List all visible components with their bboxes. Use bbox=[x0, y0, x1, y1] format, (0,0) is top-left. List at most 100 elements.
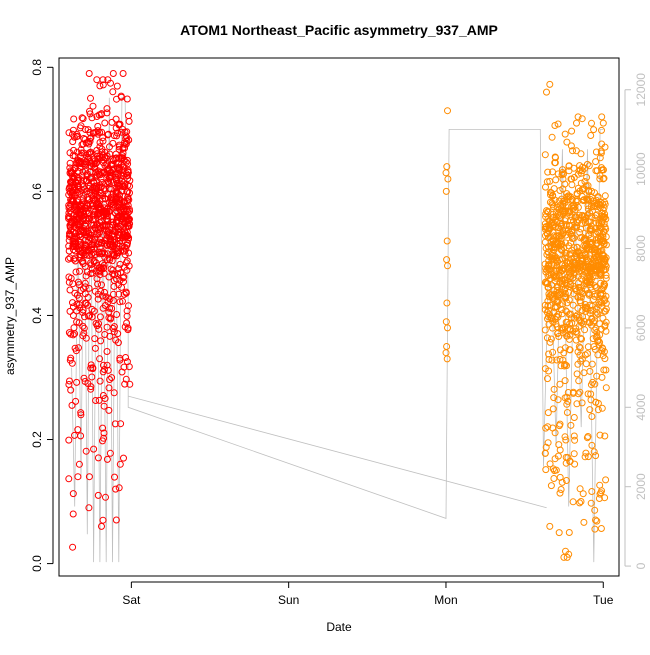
data-point bbox=[99, 516, 107, 524]
data-point bbox=[110, 290, 117, 298]
data-point bbox=[103, 105, 111, 113]
data-point bbox=[597, 298, 605, 306]
data-point bbox=[597, 325, 605, 333]
data-point bbox=[549, 405, 557, 413]
data-point bbox=[71, 164, 79, 172]
data-point bbox=[93, 146, 101, 154]
data-point bbox=[99, 134, 107, 142]
data-point bbox=[110, 328, 118, 336]
data-point bbox=[108, 199, 115, 207]
data-point bbox=[563, 138, 571, 146]
data-point bbox=[444, 175, 452, 183]
data-point bbox=[597, 525, 605, 532]
data-point bbox=[578, 335, 585, 343]
data-point bbox=[82, 447, 90, 455]
data-point bbox=[95, 170, 103, 178]
data-point bbox=[111, 271, 119, 279]
data-point bbox=[577, 498, 585, 505]
data-point bbox=[73, 130, 81, 138]
data-point bbox=[557, 221, 565, 228]
data-point bbox=[71, 344, 79, 352]
data-point bbox=[548, 199, 556, 207]
data-point bbox=[104, 131, 112, 139]
data-point bbox=[562, 436, 570, 444]
data-point bbox=[126, 380, 134, 388]
data-point bbox=[577, 275, 585, 283]
data-point bbox=[125, 205, 133, 213]
data-point bbox=[80, 135, 88, 142]
data-point bbox=[546, 80, 554, 88]
data-point bbox=[572, 213, 579, 221]
data-point bbox=[72, 159, 80, 167]
data-point bbox=[579, 490, 587, 498]
data-point bbox=[97, 337, 105, 345]
data-point bbox=[561, 180, 569, 188]
data-point bbox=[74, 473, 82, 481]
data-point bbox=[444, 262, 451, 270]
data-point bbox=[73, 189, 81, 197]
data-point bbox=[98, 522, 105, 530]
data-point bbox=[551, 429, 559, 437]
data-point bbox=[85, 504, 93, 512]
data-point bbox=[67, 217, 75, 225]
data-point bbox=[584, 202, 592, 210]
data-point bbox=[110, 252, 118, 260]
data-point bbox=[108, 118, 116, 126]
data-point bbox=[71, 217, 79, 225]
data-point bbox=[549, 318, 557, 326]
data-point bbox=[65, 381, 73, 388]
secondary-y-tick-label: 2000 bbox=[634, 473, 648, 500]
data-point bbox=[118, 368, 126, 376]
data-point bbox=[95, 248, 103, 256]
data-point bbox=[557, 268, 564, 276]
data-point bbox=[122, 213, 130, 221]
data-point bbox=[91, 210, 99, 218]
data-point bbox=[586, 367, 594, 375]
data-point bbox=[77, 146, 85, 154]
data-point bbox=[121, 198, 128, 206]
data-point bbox=[590, 296, 597, 303]
data-point bbox=[555, 333, 563, 340]
data-point bbox=[595, 253, 603, 261]
data-point bbox=[69, 246, 77, 254]
secondary-y-tick-label: 4000 bbox=[634, 394, 648, 421]
data-point bbox=[443, 237, 451, 245]
data-point bbox=[560, 349, 568, 357]
data-point bbox=[121, 181, 129, 189]
data-point bbox=[95, 210, 103, 218]
data-point bbox=[73, 291, 81, 299]
data-point bbox=[115, 143, 123, 151]
data-point bbox=[97, 175, 105, 183]
data-point bbox=[575, 343, 583, 351]
data-point bbox=[552, 264, 560, 272]
data-point bbox=[559, 300, 567, 308]
data-point bbox=[588, 413, 596, 420]
data-point bbox=[547, 482, 555, 490]
data-point bbox=[69, 312, 77, 319]
data-point bbox=[588, 213, 596, 221]
data-point bbox=[82, 188, 90, 196]
data-point bbox=[577, 260, 585, 268]
data-point bbox=[551, 153, 559, 161]
data-point bbox=[81, 299, 89, 307]
data-point bbox=[443, 256, 451, 264]
data-point bbox=[564, 454, 572, 462]
data-point bbox=[565, 162, 573, 170]
data-point bbox=[590, 126, 598, 134]
data-point bbox=[123, 156, 131, 164]
data-point bbox=[559, 166, 566, 174]
data-point bbox=[591, 506, 599, 514]
data-point bbox=[599, 237, 607, 245]
data-point bbox=[91, 335, 99, 343]
data-point bbox=[576, 388, 584, 396]
data-point bbox=[85, 312, 93, 320]
data-point bbox=[583, 173, 591, 181]
data-point bbox=[547, 335, 555, 343]
data-point bbox=[98, 110, 106, 118]
data-point bbox=[561, 290, 569, 297]
data-point bbox=[76, 267, 83, 275]
data-point bbox=[542, 265, 550, 273]
data-point bbox=[594, 406, 602, 414]
data-point bbox=[100, 429, 108, 437]
data-point bbox=[599, 233, 607, 241]
